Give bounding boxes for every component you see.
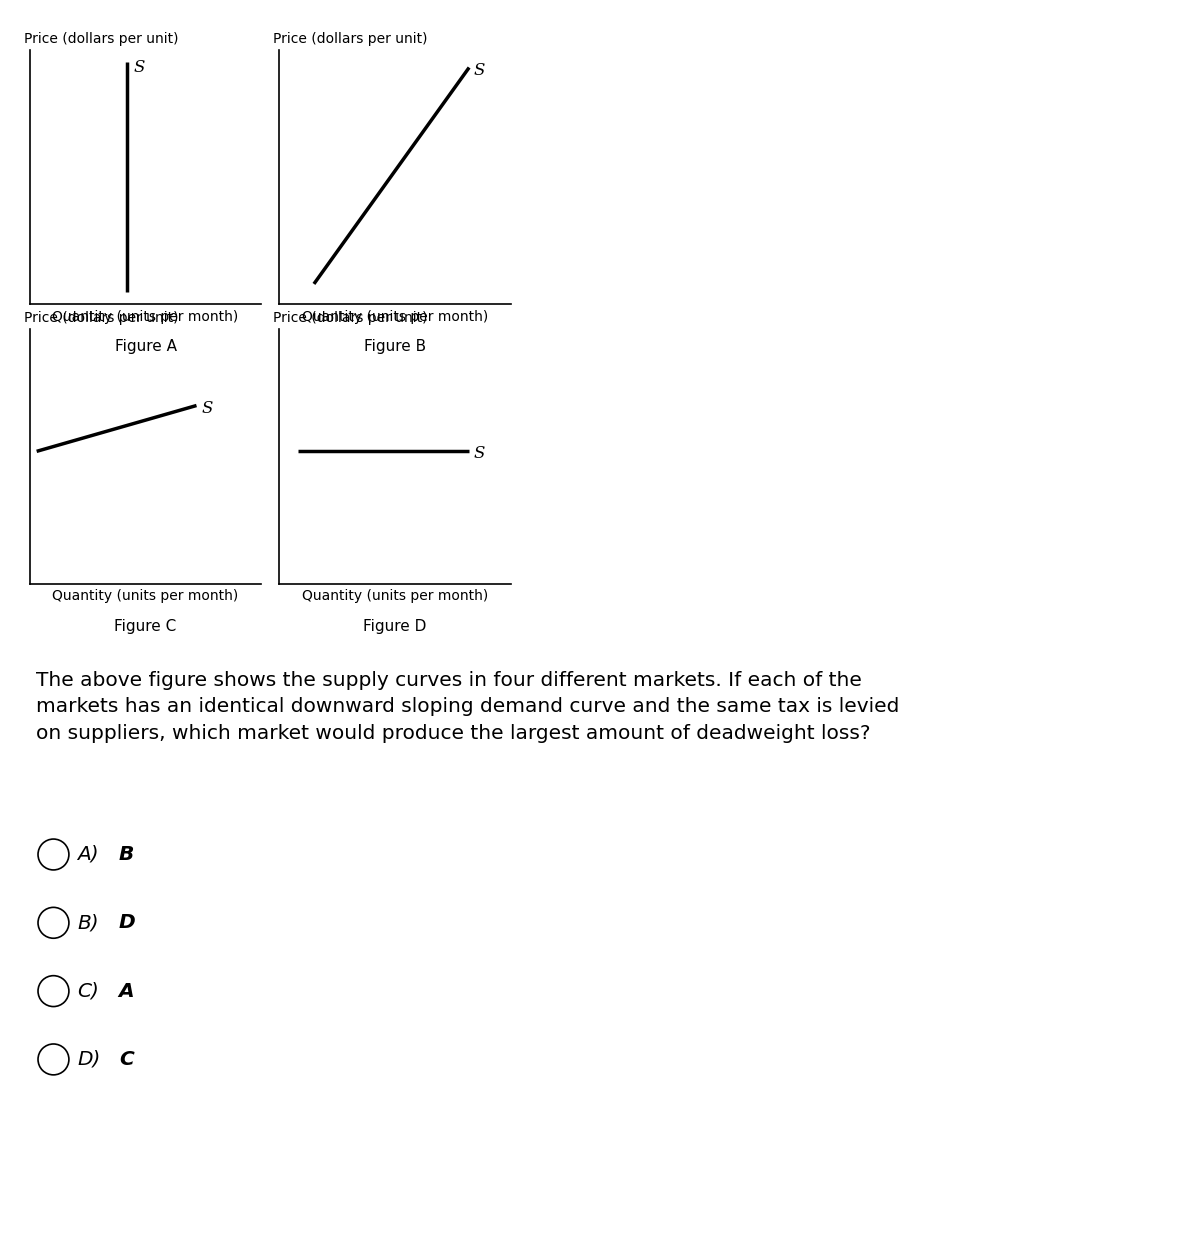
Text: D): D) bbox=[77, 1049, 101, 1069]
Text: S: S bbox=[201, 400, 213, 416]
Text: Figure D: Figure D bbox=[364, 619, 426, 633]
Text: The above figure shows the supply curves in four different markets. If each of t: The above figure shows the supply curves… bbox=[36, 671, 899, 743]
X-axis label: Quantity (units per month): Quantity (units per month) bbox=[52, 309, 239, 324]
X-axis label: Quantity (units per month): Quantity (units per month) bbox=[302, 589, 488, 604]
Text: B): B) bbox=[77, 913, 99, 933]
Text: S: S bbox=[474, 446, 485, 462]
Text: B: B bbox=[119, 845, 134, 864]
Text: Figure B: Figure B bbox=[364, 339, 426, 354]
Text: Price (dollars per unit): Price (dollars per unit) bbox=[273, 32, 428, 46]
Text: A): A) bbox=[77, 845, 99, 864]
Text: Price (dollars per unit): Price (dollars per unit) bbox=[24, 312, 178, 325]
Text: C): C) bbox=[77, 981, 99, 1001]
Text: S: S bbox=[474, 62, 485, 78]
Text: C: C bbox=[119, 1049, 133, 1069]
X-axis label: Quantity (units per month): Quantity (units per month) bbox=[302, 309, 488, 324]
Text: A: A bbox=[119, 981, 134, 1001]
Text: Price (dollars per unit): Price (dollars per unit) bbox=[24, 32, 178, 46]
Text: Price (dollars per unit): Price (dollars per unit) bbox=[273, 312, 428, 325]
Text: S: S bbox=[134, 60, 145, 76]
Text: Figure A: Figure A bbox=[114, 339, 177, 354]
Text: D: D bbox=[119, 913, 135, 933]
Text: Figure C: Figure C bbox=[114, 619, 177, 633]
X-axis label: Quantity (units per month): Quantity (units per month) bbox=[52, 589, 239, 604]
